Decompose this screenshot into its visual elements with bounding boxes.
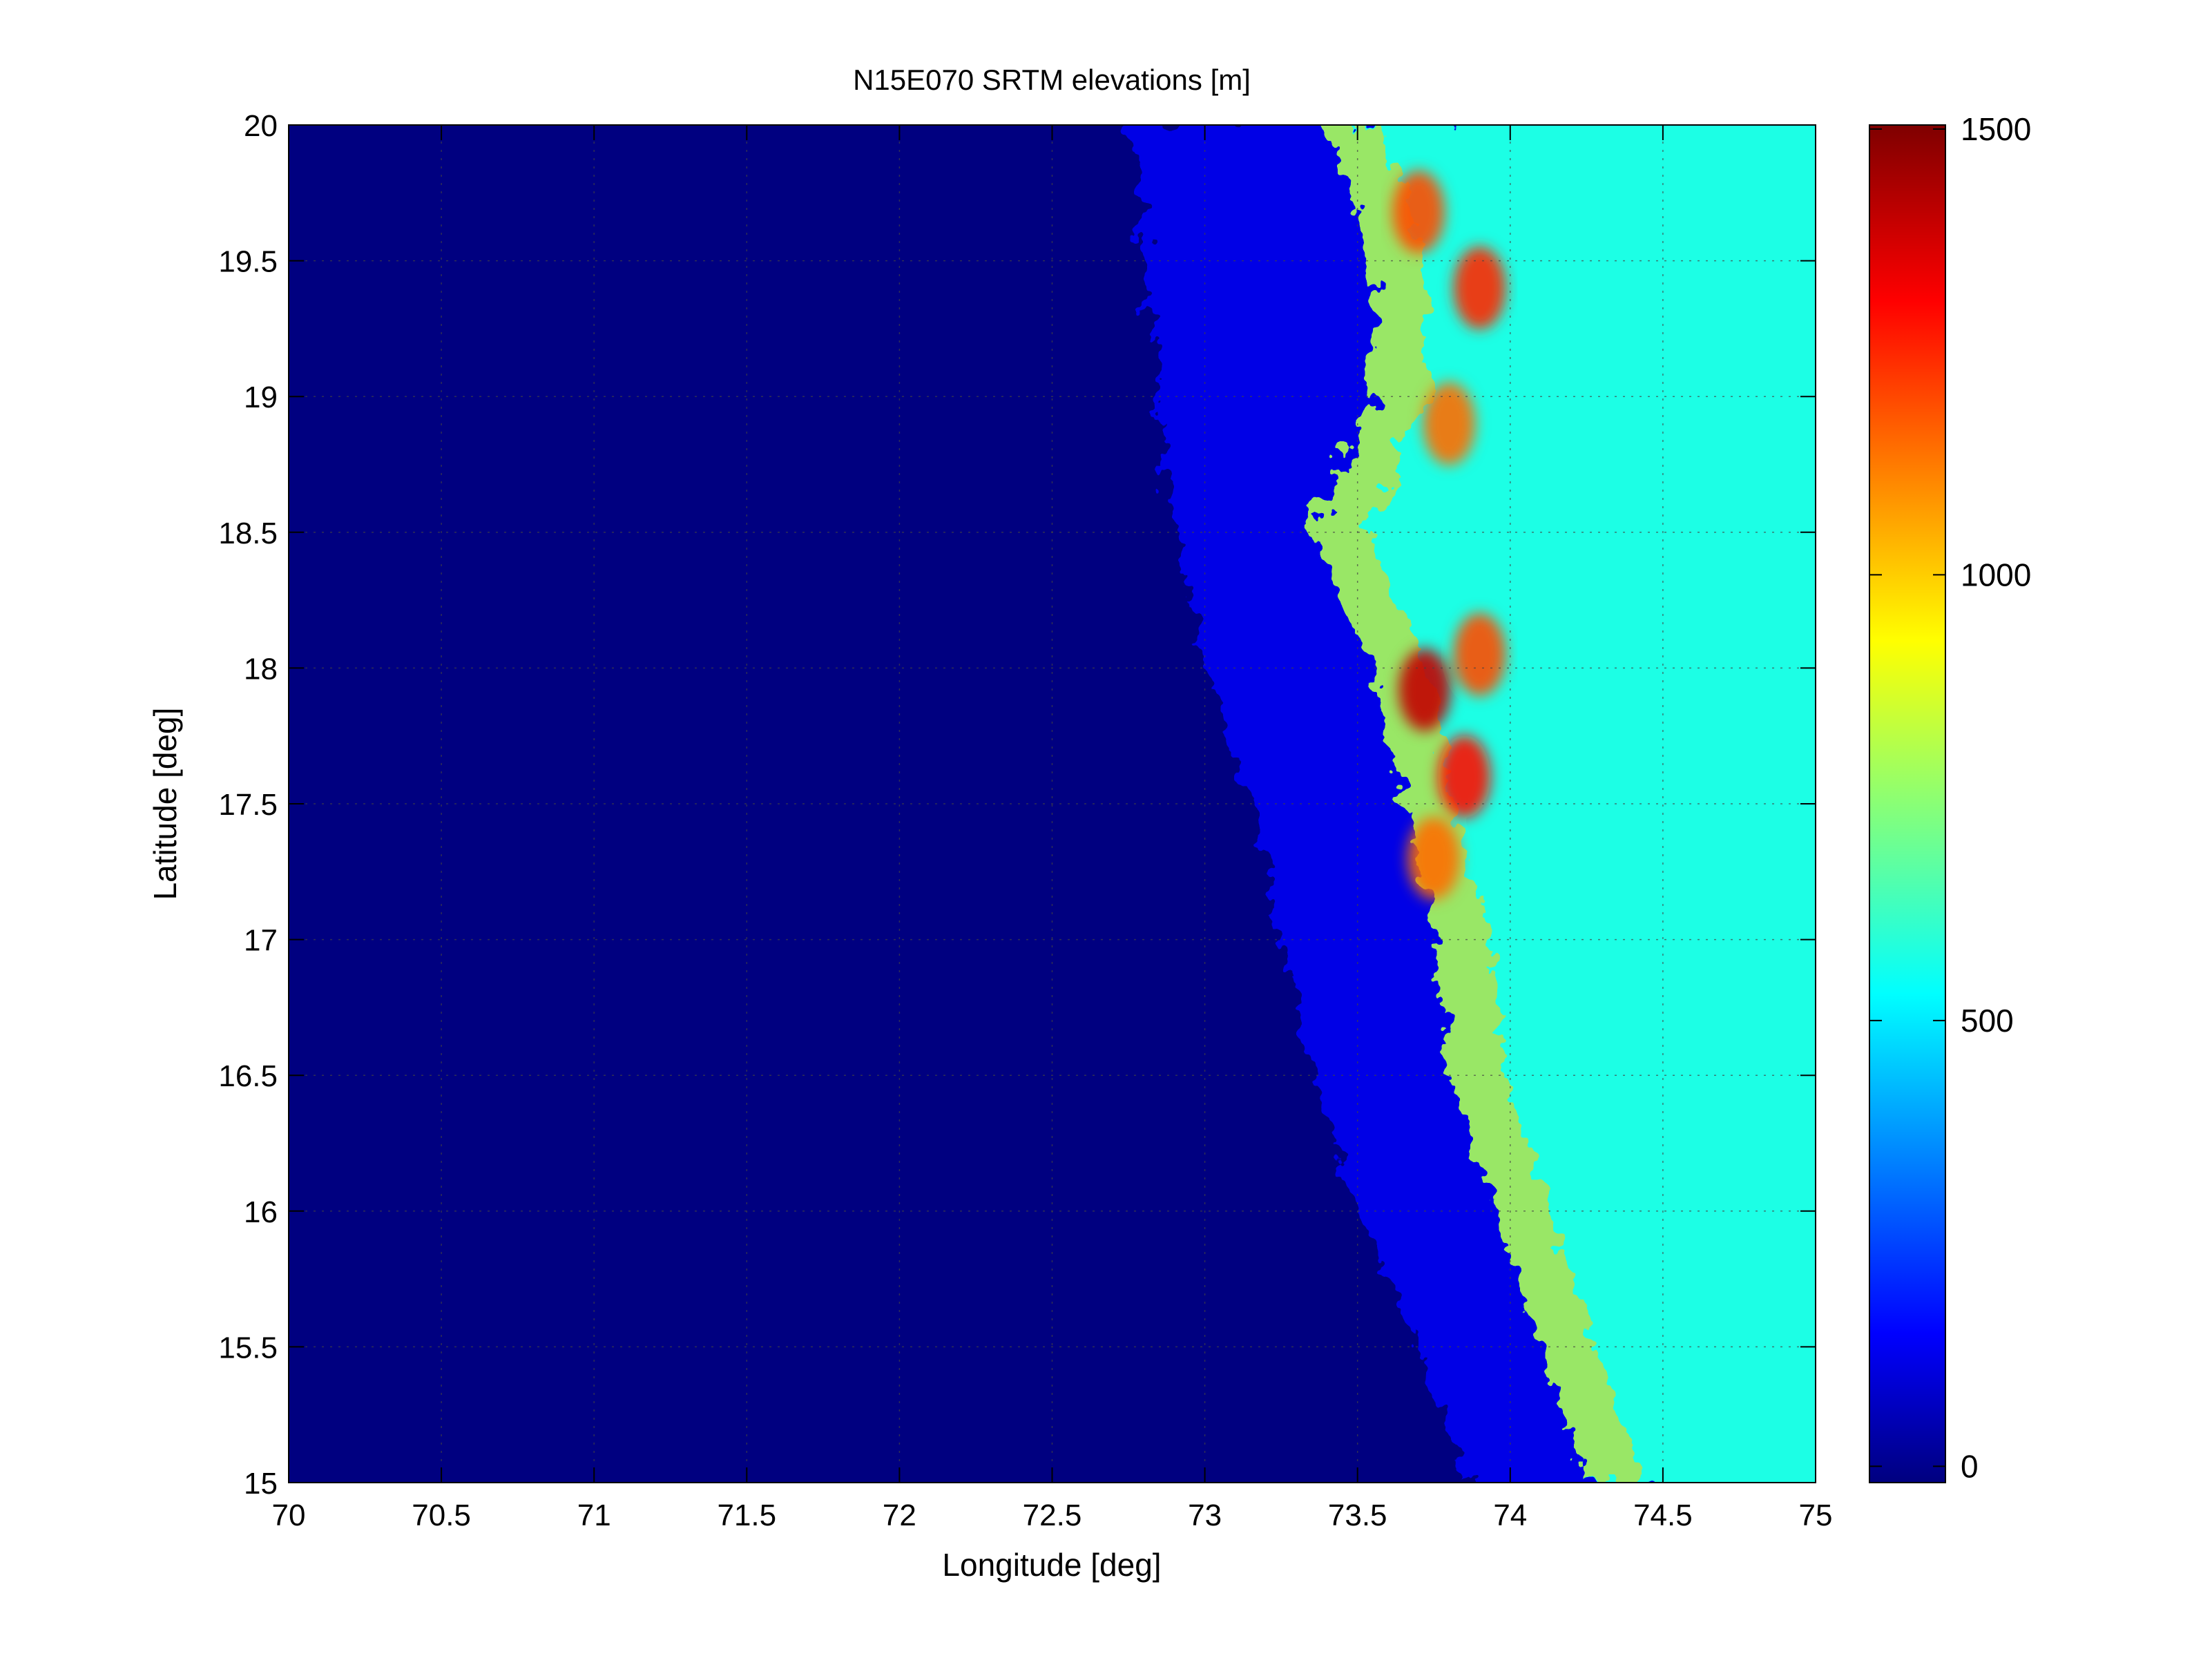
- y-axis-label: Latitude [deg]: [147, 708, 183, 900]
- y-tick-label: 17: [244, 924, 278, 958]
- colorbar: [1869, 124, 1946, 1483]
- x-tick-label: 74: [1493, 1498, 1527, 1532]
- colorbar-tick-label: 1500: [1961, 111, 2031, 147]
- y-tick-label: 16: [244, 1195, 278, 1229]
- peak-feature: [1453, 246, 1506, 329]
- grid-lines: [289, 125, 1816, 1483]
- x-tick-label: 75: [1799, 1498, 1833, 1532]
- peak-feature: [1453, 613, 1506, 696]
- x-tick-label: 70.5: [412, 1498, 471, 1532]
- x-axis-ticks: 70 70.5 71 71.5 72 72.5 73 73.5 74 74.5 75: [272, 125, 1833, 1532]
- peak-layer: [1392, 170, 1506, 900]
- y-tick-label: 19.5: [218, 245, 278, 279]
- colorbar-tick-label: 500: [1961, 1003, 2014, 1039]
- x-tick-label: 72.5: [1023, 1498, 1082, 1532]
- y-tick-label: 15.5: [218, 1331, 278, 1365]
- x-tick-label: 73.5: [1328, 1498, 1387, 1532]
- y-tick-label: 16.5: [218, 1059, 278, 1093]
- x-tick-label: 74.5: [1633, 1498, 1693, 1532]
- peak-feature: [1398, 648, 1451, 731]
- y-tick-label: 18.5: [218, 517, 278, 550]
- peak-feature: [1423, 382, 1476, 465]
- peak-feature: [1392, 170, 1445, 253]
- y-tick-label: 18: [244, 652, 278, 686]
- y-tick-label: 19: [244, 380, 278, 414]
- y-axis-ticks: 15 15.5 16 16.5 17 17.5 18 18.5 19 19.5 20: [218, 109, 1816, 1501]
- colorbar-tick-label: 0: [1961, 1448, 1979, 1484]
- x-tick-label: 70: [272, 1498, 306, 1532]
- y-tick-label: 20: [244, 109, 278, 143]
- plateau-region: [1311, 125, 1816, 1483]
- x-tick-label: 72: [883, 1498, 916, 1532]
- peak-feature: [1407, 816, 1461, 900]
- y-tick-label: 15: [244, 1467, 278, 1501]
- x-axis-label: Longitude [deg]: [942, 1547, 1161, 1583]
- colorbar-tick-label: 1000: [1961, 557, 2031, 592]
- x-tick-label: 71: [577, 1498, 611, 1532]
- x-tick-label: 71.5: [717, 1498, 776, 1532]
- ridge-band: [1311, 125, 1642, 1483]
- colorbar-ticks: 0 500 1000 1500: [1869, 111, 2031, 1484]
- chart-title: N15E070 SRTM elevations [m]: [853, 64, 1251, 96]
- y-tick-label: 17.5: [218, 788, 278, 822]
- plot-area: [289, 125, 1816, 1483]
- x-tick-label: 73: [1188, 1498, 1222, 1532]
- peak-feature: [1438, 735, 1491, 818]
